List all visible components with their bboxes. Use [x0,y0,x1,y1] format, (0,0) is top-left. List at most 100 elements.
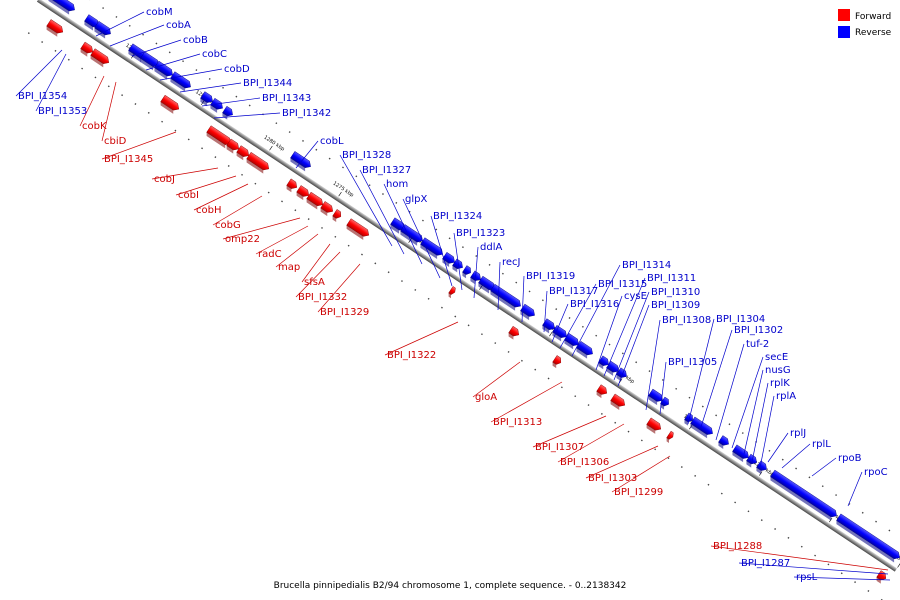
forward-gene-glyph [236,145,250,161]
leader-line [645,319,661,411]
forward-gene-glyph [876,570,887,584]
leader-line [35,53,67,112]
track-dot [134,103,137,105]
gene-label-rplk: rplK [770,378,790,389]
forward-gene-glyph [296,185,310,201]
track-dot [568,317,571,319]
track-dot [560,386,563,389]
track-dot [747,510,750,513]
leader-line [131,39,182,57]
track-dot [694,474,697,477]
gene-label-recj: recJ [502,257,521,268]
gene-label-bpi-i1344: BPI_I1344 [243,78,292,89]
track-dot [608,343,611,346]
gene-label-bpi-i1323: BPI_I1323 [456,228,505,239]
gene-label-bpi-i1343: BPI_I1343 [262,93,311,104]
track-dot [147,111,150,114]
track-dot [667,457,670,460]
gene-label-hom: hom [386,179,408,190]
gene-label-rpob: rpoB [838,453,862,464]
track-dot [854,581,857,584]
leader-line [359,169,405,255]
gene-label-bpi-i1342: BPI_I1342 [282,108,331,119]
gene-label-glpx: glpX [405,194,427,205]
gene-label-rpla: rplA [776,391,796,402]
leader-line [497,261,501,311]
reverse-gene-glyph [452,258,463,273]
reverse-gene-glyph [170,71,191,92]
leader-line [151,167,219,180]
track-dot [174,129,177,132]
forward-gene-glyph [320,201,334,217]
track-dot [254,182,257,185]
reverse-gene-glyph [520,303,535,321]
track-dot [507,350,510,353]
track-dot [115,15,118,18]
track-dot [281,200,283,203]
track-dot [307,218,310,221]
track-dot [675,387,678,390]
track-dot [355,175,358,178]
track-dot [381,193,384,195]
forward-gene-glyph [160,94,180,114]
gene-label-coba: cobA [166,20,191,31]
legend: Forward Reverse [838,9,892,38]
track-dot [454,315,457,318]
track-dot [400,280,403,283]
gene-label-ddla: ddlA [480,242,502,253]
forward-gene-glyph [448,286,456,299]
track-dot [621,352,624,355]
reverse-gene-glyph [200,91,213,107]
leader-line [175,175,237,196]
forward-gene-glyph [596,384,608,399]
track-dot [288,131,291,134]
track-dot [501,272,504,275]
track-dot [781,458,784,461]
gene-label-bpi-i1307: BPI_I1307 [535,442,584,453]
track-dot [421,219,424,222]
leader-line [738,562,889,575]
track-dot [600,412,603,415]
track-dot [395,201,398,204]
forward-gene-glyph [306,191,324,210]
reverse-gene-glyph [836,513,900,563]
reverse-gene-glyph [552,325,567,342]
track-dot [707,483,710,486]
track-dot [461,246,464,249]
gene-label-bpi-i1345: BPI_I1345 [104,154,153,165]
bp-tick-mark [338,191,342,197]
gene-label-bpi-i1304: BPI_I1304 [716,314,765,325]
gene-label-bpi-i1305: BPI_I1305 [668,357,717,368]
track-dot [315,148,318,151]
track-dot [467,324,470,327]
reverse-gene-glyph [222,105,233,120]
leader-line [551,303,569,343]
gene-label-sece: secE [765,352,788,363]
leader-line [781,443,811,469]
forward-gene-glyph [226,138,240,154]
leader-line [145,53,201,71]
track-dot [528,290,531,293]
track-dot [627,430,630,433]
leader-line [201,97,261,107]
reverse-gene-glyph [48,0,75,15]
track-dot [222,86,225,89]
forward-gene-glyph [246,151,270,174]
reverse-gene-glyph [718,435,729,449]
track-dot [347,244,350,247]
leader-line [559,283,597,349]
track-dot [102,7,105,10]
track-dot [302,139,304,142]
gene-label-cobg: cobG [215,220,241,231]
forward-gene-glyph [610,393,626,410]
track-dot [208,77,211,80]
leader-line [571,264,621,357]
track-dot [475,255,478,257]
gene-label-cobk: cobK [82,121,107,132]
track-dot [227,165,230,167]
gene-label-cobd: cobD [224,64,250,75]
track-dot [587,404,590,407]
leader-line [603,277,646,377]
reverse-gene-glyph [732,444,749,463]
gene-label-tuf-2: tuf-2 [746,339,769,350]
